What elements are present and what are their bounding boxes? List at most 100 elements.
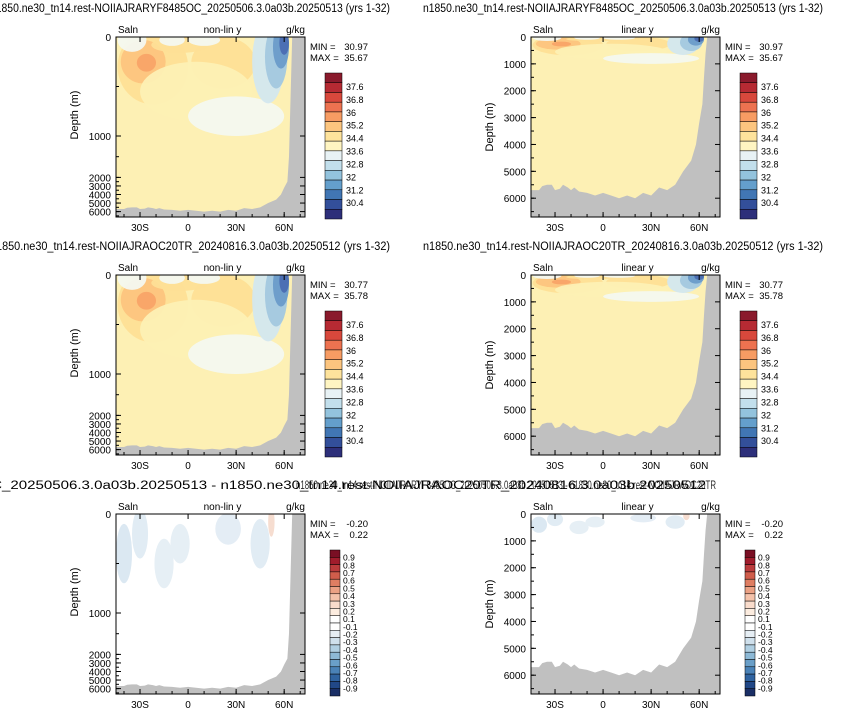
colorbar-swatch (739, 447, 758, 458)
scale-label: linear y (621, 263, 653, 274)
colorbar-swatch (744, 571, 756, 580)
colorbar-swatch (329, 673, 341, 682)
salinity-contour-region (188, 334, 285, 375)
colorbar-label: 0.8 (758, 560, 770, 570)
colorbar-label: 34.4 (346, 134, 364, 144)
x-tick-label: 60N (275, 461, 293, 472)
x-tick-label: 30S (546, 223, 564, 234)
y-tick-label: 4000 (89, 429, 112, 440)
y-axis-label: Depth (m) (69, 568, 81, 617)
colorbar-label: 0.4 (758, 591, 770, 601)
colorbar-swatch (739, 417, 758, 429)
colorbar-swatch (324, 140, 343, 152)
colorbar-swatch (324, 209, 343, 220)
plot-frame (115, 274, 306, 456)
colorbar-swatch (324, 378, 343, 390)
field (531, 514, 720, 694)
colorbar-label: 36.8 (346, 95, 364, 105)
units-label: g/kg (701, 263, 720, 274)
scale-label: linear y (621, 502, 653, 513)
y-tick-label: 1000 (504, 60, 527, 71)
min-label: MIN = (310, 42, 336, 53)
y-tick-label: 5000 (89, 437, 112, 448)
colorbar-label: 33.6 (761, 147, 779, 157)
y-tick-label: 4000 (89, 668, 112, 679)
y-tick-label: 5000 (504, 167, 527, 178)
colorbar-label: 0.1 (758, 614, 770, 624)
colorbar-swatch (744, 651, 756, 660)
colorbar-swatch (324, 199, 343, 210)
colorbar-swatch (744, 637, 756, 646)
x-tick-label: 60N (275, 223, 293, 234)
salinity-contour-region (188, 275, 221, 284)
y-tick-label: 1000 (89, 132, 112, 143)
colorbar: 37.6 36.8 36 35.2 34.4 33.6 32.8 32 31.2 30.4 (324, 72, 364, 220)
x-tick-label: 0 (600, 223, 606, 234)
min-value: 30.77 (344, 280, 368, 291)
colorbar-label: 0.7 (758, 568, 770, 578)
salinity-contour-region (574, 37, 600, 40)
colorbar-swatch (329, 557, 341, 565)
x-tick-label: 30S (546, 461, 564, 472)
y-tick-label: 6000 (89, 446, 112, 457)
max-label: MAX = (725, 291, 754, 302)
colorbar: 0.90.80.70.60.50.40.30.20.1-0.1-0.2-0.3-… (329, 549, 358, 697)
colorbar-swatch (739, 427, 758, 438)
colorbar-label: 36 (761, 346, 771, 356)
x-tick-label: 0 (185, 700, 191, 711)
min-value: 30.97 (344, 42, 368, 53)
colorbar-swatch (744, 600, 756, 609)
colorbar-swatch (329, 608, 341, 616)
colorbar-label: -0.6 (758, 660, 773, 670)
y-tick-label: 3000 (89, 659, 112, 670)
colorbar-swatch (324, 349, 343, 360)
units-label: g/kg (286, 263, 305, 274)
colorbar-swatch (329, 688, 341, 697)
colorbar-swatch (744, 549, 756, 558)
colorbar-swatch (324, 111, 343, 122)
colorbar-swatch (324, 160, 343, 171)
x-tick-label: 0 (600, 461, 606, 472)
x-tick-label: 60N (690, 223, 708, 234)
units-label: g/kg (701, 502, 720, 513)
y-tick-label: 0 (105, 510, 111, 521)
colorbar-swatch (324, 82, 343, 93)
y-tick-label: 0 (105, 33, 111, 44)
x-tick-label: 30N (227, 223, 245, 234)
colorbar-label: 37.6 (761, 82, 779, 92)
colorbar-swatch (744, 586, 756, 595)
y-axis-label: Depth (m) (484, 341, 496, 390)
land-mask (531, 275, 720, 455)
colorbar-label: 31.2 (761, 185, 779, 195)
y-tick-label: 3000 (504, 114, 527, 125)
y-tick-label: 5000 (504, 405, 527, 416)
y-tick-label: 4000 (89, 191, 112, 202)
salinity-contour-region (532, 275, 562, 280)
colorbar-label: -0.5 (343, 653, 358, 663)
y-tick-label: 0 (520, 33, 526, 44)
y-tick-label: 5000 (89, 199, 112, 210)
colorbar-label: -0.7 (343, 668, 358, 678)
colorbar-swatch (739, 349, 758, 360)
colorbar-label: 0.2 (758, 606, 770, 616)
colorbar-swatch (744, 644, 756, 653)
salinity-contour-region (159, 37, 185, 46)
difference-contour-region (683, 514, 690, 521)
min-label: MIN = (725, 42, 751, 53)
min-value: -0.20 (761, 519, 783, 530)
colorbar-label: 35.2 (761, 359, 779, 369)
colorbar-swatch (739, 92, 758, 103)
plot-frame (115, 36, 306, 218)
colorbar-swatch (329, 600, 341, 609)
colorbar-label: 32 (346, 172, 356, 182)
scale-label: non-lin y (204, 263, 242, 274)
salinity-contour-region (603, 37, 636, 40)
colorbar-label: 37.6 (761, 320, 779, 330)
colorbar-swatch (329, 644, 341, 653)
salinity-contour-region (117, 37, 147, 52)
max-label: MAX = (725, 53, 754, 64)
plot-frame (530, 513, 721, 695)
colorbar: 37.6 36.8 36 35.2 34.4 33.6 32.8 32 31.2 30.4 (324, 310, 364, 458)
colorbar-swatch (324, 369, 343, 380)
y-tick-label: 6000 (89, 685, 112, 696)
